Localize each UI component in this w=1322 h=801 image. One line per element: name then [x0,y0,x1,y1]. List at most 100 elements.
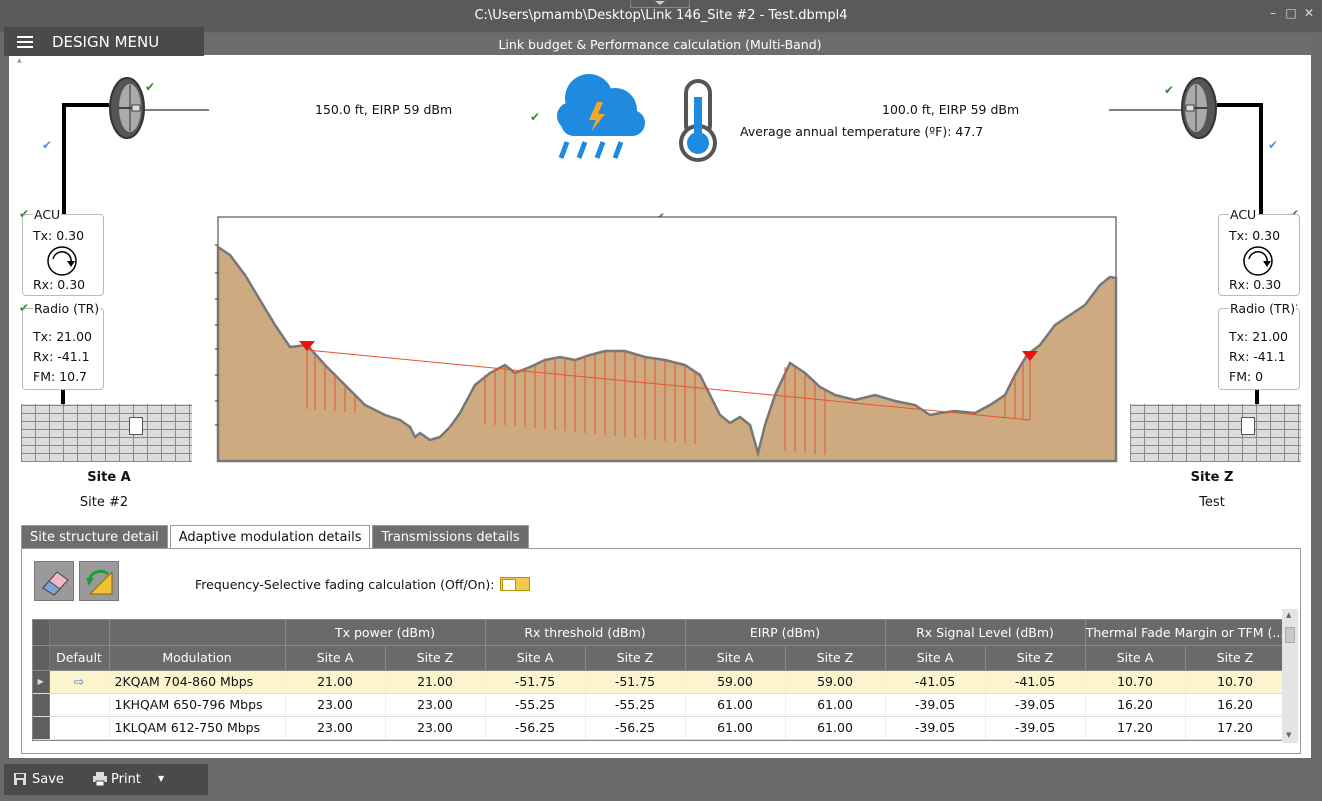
cell[interactable]: -56.25 [585,716,686,740]
cell[interactable]: 59.00 [685,670,786,694]
cell[interactable]: 10.70 [1085,670,1186,694]
cell[interactable]: -41.05 [985,670,1086,694]
fsf-label: Frequency-Selective fading calculation (… [195,577,495,592]
thermometer-icon[interactable] [674,77,726,163]
cell[interactable]: -41.05 [885,670,986,694]
site-z-antenna-check-icon: ✔ [1164,83,1175,97]
cell[interactable]: 23.00 [285,716,386,740]
reset-calculation-button[interactable] [79,561,119,601]
default-cell[interactable] [49,693,110,717]
table-row[interactable]: 1KHQAM 650-796 Mbps 23.00 23.00 -55.25 -… [33,693,1283,717]
cell[interactable]: 23.00 [285,693,386,717]
site-a-antenna-label: 150.0 ft, EIRP 59 dBm [315,102,453,117]
modulation-cell[interactable]: 1KHQAM 650-796 Mbps [109,693,286,717]
tab-adaptive-modulation[interactable]: Adaptive modulation details [169,525,371,550]
cell[interactable]: 61.00 [785,693,886,717]
site-a-mast-check-icon: ✔ [42,138,53,152]
cell[interactable]: -51.75 [485,670,586,694]
rx-threshold-group-header[interactable]: Rx threshold (dBm) [485,620,686,646]
cell[interactable]: 61.00 [685,716,786,740]
modulation-column-header[interactable]: Modulation [109,645,286,671]
title-notch[interactable] [630,0,690,8]
rsl-site-z-header[interactable]: Site Z [985,645,1086,671]
site-a-acu-rx: Rx: 0.30 [33,277,86,292]
rain-lightning-cloud-icon[interactable] [549,70,651,165]
cell[interactable]: 59.00 [785,670,886,694]
cell[interactable]: 16.20 [1085,693,1186,717]
terrain-profile[interactable] [215,215,1119,467]
site-z-building[interactable] [1130,404,1301,462]
site-a-acu-box[interactable]: ACU Tx: 0.30 Rx: 0.30 [22,207,104,296]
row-indicator [33,716,50,740]
tab-transmissions[interactable]: Transmissions details [372,525,529,549]
cell[interactable]: -51.75 [585,670,686,694]
grid-scrollbar[interactable]: ▲ ▼ [1282,609,1298,743]
cell[interactable]: -39.05 [885,693,986,717]
site-a-radio-title: Radio (TR) [33,301,101,316]
default-cell[interactable] [49,716,110,740]
print-dropdown-chevron-icon[interactable]: ▼ [158,774,165,783]
rxt-site-a-header[interactable]: Site A [485,645,586,671]
close-button[interactable]: ✕ [1303,6,1315,20]
site-a-cable [61,390,65,404]
cell[interactable]: -39.05 [985,693,1086,717]
site-a-radio-box[interactable]: Radio (TR) Tx: 21.00 Rx: -41.1 FM: 10.7 [22,301,104,390]
scroll-thumb[interactable] [1285,627,1295,643]
site-z-antenna-label: 100.0 ft, EIRP 59 dBm [882,102,1020,117]
save-button[interactable]: Save [32,772,64,787]
cell[interactable]: -55.25 [585,693,686,717]
modulation-cell[interactable]: 2KQAM 704-860 Mbps [109,670,286,694]
cell[interactable]: 61.00 [685,693,786,717]
cell[interactable]: -55.25 [485,693,586,717]
cell[interactable]: 61.00 [785,716,886,740]
site-z-acu-tx: Tx: 0.30 [1229,228,1281,243]
rsl-site-a-header[interactable]: Site A [885,645,986,671]
scroll-up-arrow-icon[interactable]: ▲ [17,57,22,64]
design-menu-button[interactable]: DESIGN MENU [4,27,204,56]
cell[interactable]: 10.70 [1185,670,1283,694]
fsf-toggle[interactable] [500,577,530,591]
rx-signal-level-group-header[interactable]: Rx Signal Level (dBm) [885,620,1086,646]
table-row[interactable]: 1KLQAM 612-750 Mbps 23.00 23.00 -56.25 -… [33,716,1283,740]
row-indicator [33,693,50,717]
tfm-group-header[interactable]: Thermal Fade Margin or TFM (... [1085,620,1283,646]
tfm-site-a-header[interactable]: Site A [1085,645,1186,671]
default-arrow-icon[interactable]: ⇨ [49,670,110,694]
weather-check-icon: ✔ [530,110,541,124]
cell[interactable]: -56.25 [485,716,586,740]
site-z-radio-box[interactable]: Radio (TR) Tx: 21.00 Rx: -41.1 FM: 0 [1218,301,1300,390]
cell[interactable]: 23.00 [385,716,486,740]
scroll-down-icon[interactable]: ▼ [1286,731,1292,739]
rxt-site-z-header[interactable]: Site Z [585,645,686,671]
site-z-tower-graphic [1109,77,1263,215]
tab-site-structure[interactable]: Site structure detail [21,525,168,549]
maximize-button[interactable]: □ [1285,6,1297,20]
scroll-up-icon[interactable]: ▲ [1286,611,1292,619]
tx-site-a-header[interactable]: Site A [285,645,386,671]
eirp-site-a-header[interactable]: Site A [685,645,786,671]
tfm-site-z-header[interactable]: Site Z [1185,645,1283,671]
cell[interactable]: 17.20 [1185,716,1283,740]
eirp-site-z-header[interactable]: Site Z [785,645,886,671]
cell[interactable]: -39.05 [885,716,986,740]
cell[interactable]: 16.20 [1185,693,1283,717]
cell[interactable]: 21.00 [385,670,486,694]
print-button[interactable]: Print [111,772,141,787]
tx-power-group-header[interactable]: Tx power (dBm) [285,620,486,646]
table-row[interactable]: ▶ ⇨ 2KQAM 704-860 Mbps 21.00 21.00 -51.7… [33,670,1283,694]
site-a-name: Site A [87,470,131,485]
minimize-button[interactable]: – [1270,6,1276,20]
tx-site-z-header[interactable]: Site Z [385,645,486,671]
eraser-button[interactable] [34,561,74,601]
site-z-equipment-icon [1241,417,1255,435]
site-a-building[interactable] [21,404,192,462]
site-a-antenna-check-icon: ✔ [145,80,156,94]
cell[interactable]: 21.00 [285,670,386,694]
cell[interactable]: 17.20 [1085,716,1186,740]
modulation-cell[interactable]: 1KLQAM 612-750 Mbps [109,716,286,740]
eirp-group-header[interactable]: EIRP (dBm) [685,620,886,646]
default-column-header[interactable]: Default [49,645,110,671]
cell[interactable]: -39.05 [985,716,1086,740]
site-z-acu-box[interactable]: ACU Tx: 0.30 Rx: 0.30 [1218,207,1300,296]
cell[interactable]: 23.00 [385,693,486,717]
